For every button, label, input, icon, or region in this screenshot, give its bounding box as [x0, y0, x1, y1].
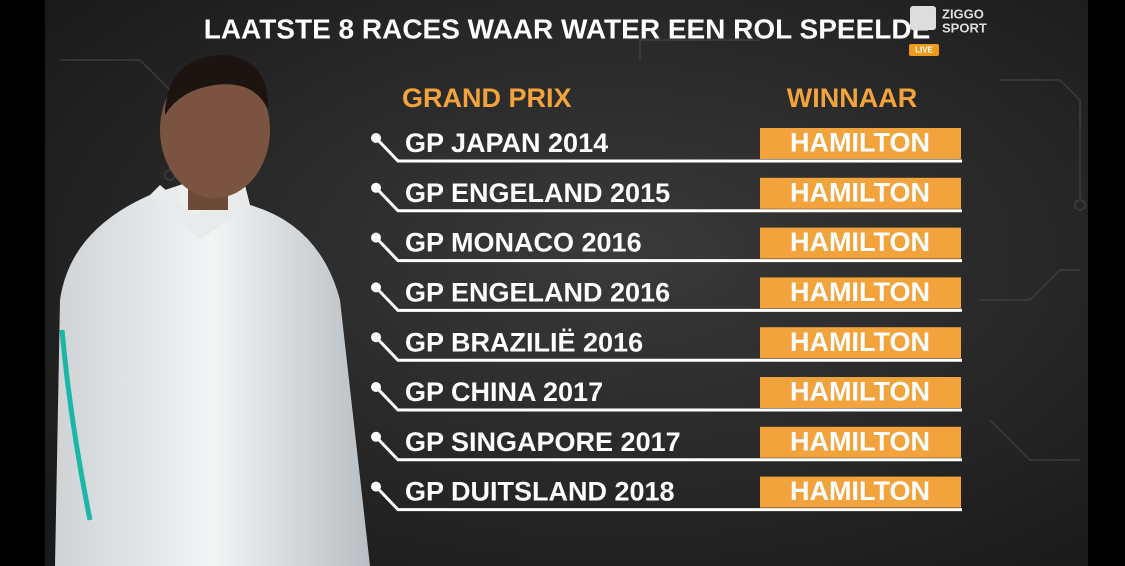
- table-row: GP MONACO 2016 HAMILTON: [371, 227, 962, 263]
- winner-name: HAMILTON: [790, 277, 930, 307]
- winner-box: [760, 227, 961, 259]
- logo: ZIGGO SPORT LIVE: [909, 6, 987, 56]
- row-line: [374, 385, 962, 412]
- winner-name: HAMILTON: [790, 177, 930, 207]
- table-row: GP BRAZILIË 2016 HAMILTON: [371, 327, 962, 362]
- live-badge: [909, 44, 939, 56]
- row-line: [374, 485, 962, 512]
- table-row: GP DUITSLAND 2018 HAMILTON: [371, 476, 962, 512]
- winner-name: HAMILTON: [790, 476, 930, 506]
- race-name: GP BRAZILIË 2016: [405, 327, 643, 357]
- race-name: GP SINGAPORE 2017: [405, 427, 681, 457]
- row-line: [374, 186, 962, 213]
- race-name: GP DUITSLAND 2018: [405, 477, 675, 507]
- winner-box: [760, 277, 961, 309]
- table-row: GP ENGELAND 2015 HAMILTON: [371, 177, 962, 213]
- table-row: GP CHINA 2017 HAMILTON: [371, 377, 962, 412]
- table-row: GP SINGAPORE 2017 HAMILTON: [371, 426, 962, 462]
- table-row: GP JAPAN 2014 HAMILTON: [371, 128, 962, 163]
- race-name: GP JAPAN 2014: [405, 128, 608, 158]
- winner-box: [760, 327, 961, 359]
- column-header: GRAND PRIX: [402, 83, 572, 113]
- column-header: WINNAAR: [787, 83, 917, 113]
- logo-brand: ZIGGO: [942, 6, 984, 21]
- race-name: GP ENGELAND 2016: [405, 278, 670, 308]
- row-line: [374, 336, 962, 362]
- race-name: GP MONACO 2016: [405, 228, 642, 258]
- winner-name: HAMILTON: [790, 227, 930, 257]
- winner-box: [760, 426, 961, 458]
- winner-box: [760, 177, 961, 209]
- winner-box: [760, 377, 961, 408]
- race-name: GP ENGELAND 2015: [405, 178, 670, 208]
- winner-name: HAMILTON: [790, 327, 930, 357]
- winner-name: HAMILTON: [790, 377, 930, 407]
- winner-name: HAMILTON: [790, 128, 930, 158]
- winner-box: [760, 476, 961, 508]
- driver-figure: [55, 55, 370, 566]
- table-row: GP ENGELAND 2016 HAMILTON: [371, 277, 962, 312]
- logo-sub: SPORT: [942, 20, 987, 35]
- row-line: [374, 136, 962, 163]
- race-name: GP CHINA 2017: [405, 377, 603, 407]
- live-text: LIVE: [915, 46, 933, 55]
- winner-name: HAMILTON: [790, 426, 930, 456]
- table-rows: GP JAPAN 2014 HAMILTON GP ENGELAND 2015 HAM…: [371, 128, 962, 512]
- row-line: [374, 236, 962, 263]
- winner-box: [760, 128, 961, 159]
- row-line: [374, 286, 962, 312]
- title: LAATSTE 8 RACES WAAR WATER EEN ROL SPEEL…: [204, 13, 931, 44]
- logo-icon: [910, 6, 936, 30]
- row-line: [374, 435, 962, 462]
